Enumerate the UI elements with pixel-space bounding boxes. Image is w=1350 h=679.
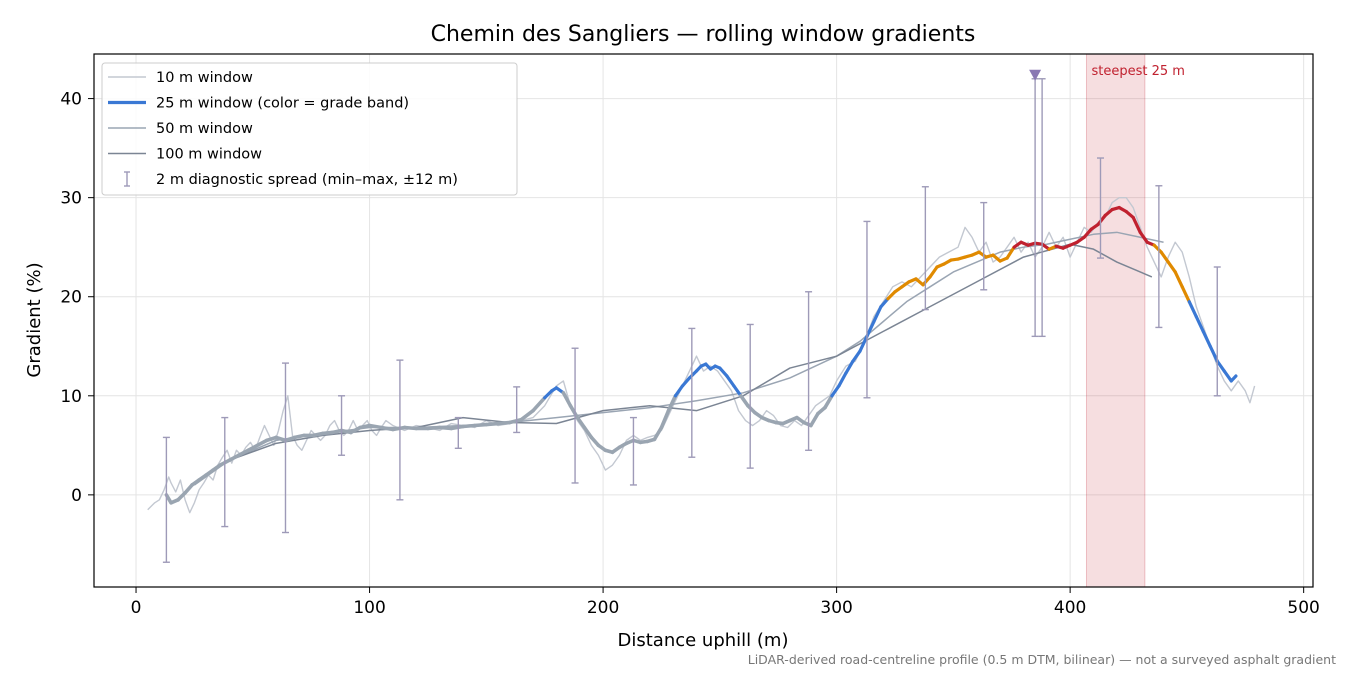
series-25m-segment — [1201, 329, 1212, 348]
y-tick-label: 10 — [60, 387, 82, 407]
x-tick-label: 300 — [820, 598, 852, 618]
series-25m-segment — [1229, 374, 1238, 383]
series-25m-segment — [472, 422, 489, 428]
series-25m-segment — [837, 371, 848, 388]
x-tick-label: 100 — [353, 598, 385, 618]
series-25m-segment — [582, 425, 594, 440]
series-25m-segment — [484, 421, 500, 427]
series-25m-segment — [1138, 230, 1149, 244]
y-tick-label: 40 — [60, 90, 82, 110]
series-25m-segment — [1152, 243, 1163, 254]
series-25m-segment — [379, 425, 395, 432]
legend-label: 10 m window — [156, 70, 253, 86]
series-25m-segment — [858, 334, 869, 353]
chart-title: Chemin des Sangliers — rolling window gr… — [431, 22, 976, 47]
series-25m-segment — [507, 417, 524, 425]
series-25m-segment — [1131, 215, 1142, 234]
series-25m-segment — [402, 425, 419, 431]
series-25m-segment — [1159, 250, 1170, 264]
series-25m-segment — [1166, 260, 1177, 274]
series-25m-segment — [872, 305, 883, 324]
series-25m-segment — [823, 393, 834, 410]
series-25m-segment — [809, 411, 820, 428]
series-25m-segment — [1096, 213, 1107, 227]
series-25m-segment — [879, 297, 890, 309]
series-25m-segment — [1180, 285, 1191, 304]
series-25m-segment — [921, 275, 932, 287]
series-25m-segment — [851, 349, 862, 363]
series-25m-segment — [568, 403, 580, 420]
overflow-marker — [1029, 69, 1042, 81]
series-25m-segment — [519, 408, 535, 422]
legend-label: 100 m window — [156, 147, 262, 163]
series-25m-segment — [367, 423, 384, 430]
y-tick-label: 30 — [60, 189, 82, 209]
series-25m-segment — [449, 424, 465, 431]
series-25m-segment — [575, 415, 587, 430]
series-25m-segment — [739, 393, 750, 408]
series-25m-segment — [561, 391, 573, 408]
series-25m-segment — [531, 395, 547, 413]
series-25m-segment — [673, 384, 685, 398]
legend-label: 25 m window (color = grade band) — [156, 96, 409, 112]
series-25m-segment — [830, 384, 841, 398]
series-25m-segment — [659, 408, 671, 430]
series-25m-segment — [1173, 270, 1184, 289]
series-25m-segment — [1208, 344, 1219, 363]
y-tick-label: 20 — [60, 288, 82, 308]
legend-box — [101, 62, 518, 196]
series-25m-segment — [886, 290, 897, 301]
series-25m-segment — [666, 393, 678, 413]
series-25m-segment — [718, 366, 729, 378]
series-25m-segment — [680, 376, 692, 388]
series-25m-segment — [1005, 245, 1016, 260]
series-25m-segment — [652, 425, 664, 442]
series-25m-segment — [1222, 369, 1233, 383]
series-25m-segment — [865, 319, 876, 338]
x-tick-label: 0 — [131, 598, 142, 618]
footnote: LiDAR-derived road-centreline profile (0… — [748, 652, 1336, 667]
plot-frame — [93, 53, 1314, 588]
series-25m-segment — [1082, 227, 1093, 239]
legend-label: 2 m diagnostic spread (min–max, ±12 m) — [156, 172, 458, 188]
series-25m-segment — [1187, 300, 1198, 319]
annotations: steepest 25 m — [1029, 64, 1185, 81]
series-25m-segment — [844, 359, 855, 375]
series-25m-segment — [426, 425, 442, 431]
steepest-band-rect — [1085, 53, 1146, 588]
y-axis-label: Gradient (%) — [24, 262, 45, 377]
axis-ticks: 0 100 200 300 400 500 0 10 20 30 40 — [60, 90, 1320, 618]
series-25m-segment — [543, 389, 554, 400]
series-25m-segment — [391, 425, 407, 432]
x-tick-label: 400 — [1054, 598, 1086, 618]
y-tick-label: 0 — [71, 486, 82, 506]
series-25m-segment — [437, 425, 454, 431]
x-tick-label: 500 — [1287, 598, 1319, 618]
x-axis-label: Distance uphill (m) — [618, 630, 789, 651]
series-lines — [147, 196, 1256, 514]
series-25m-segment — [928, 265, 939, 279]
legend-label: 50 m window — [156, 121, 253, 137]
series-25m-segment — [1194, 314, 1205, 333]
steepest-label: steepest 25 m — [1091, 64, 1184, 79]
series-25m-segment — [725, 374, 736, 388]
diagnostic-error-bars — [162, 78, 1221, 563]
x-tick-label: 200 — [587, 598, 619, 618]
series-25m-segment — [687, 369, 699, 380]
series-25m-segment — [732, 384, 743, 398]
legend: 10 m window 25 m window (color = grade ba… — [101, 62, 518, 196]
series-25m-segment — [496, 420, 512, 426]
series-25m-segment — [1215, 359, 1226, 373]
series-25m-segment — [461, 423, 477, 429]
steepest-band — [1085, 53, 1146, 588]
